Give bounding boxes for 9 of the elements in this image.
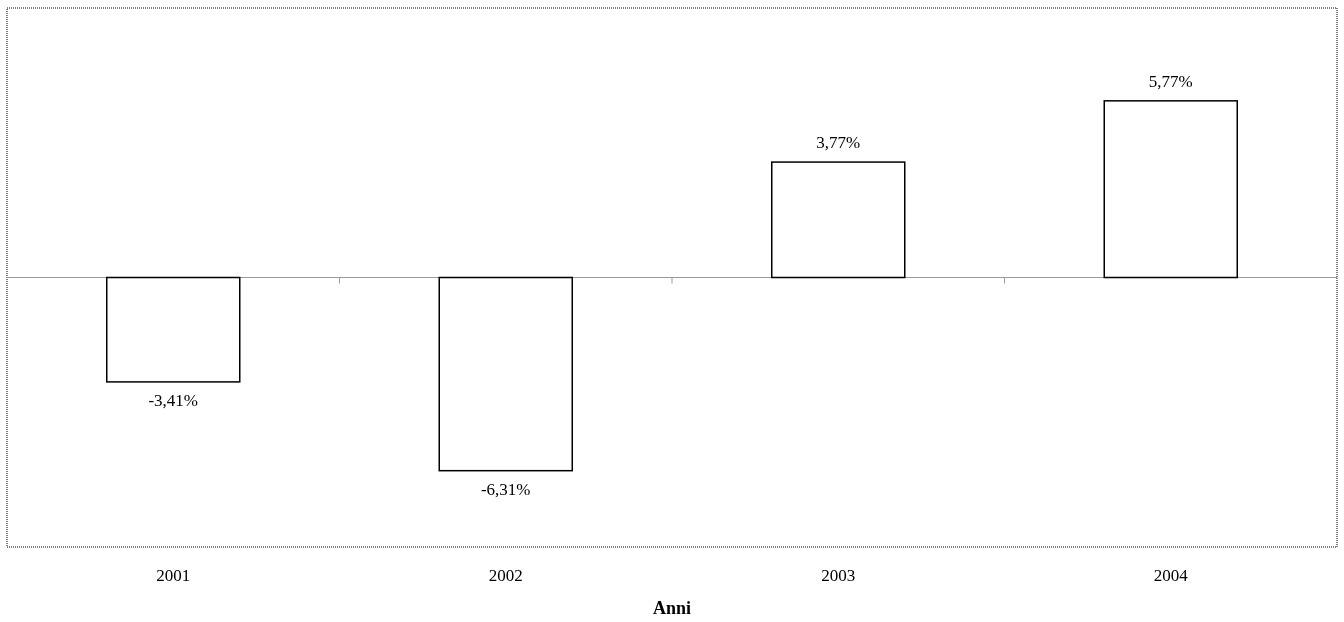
x-tick-label: 2002 [488,566,523,585]
x-tick-label: 2001 [156,566,191,585]
data-label: 5,77% [1148,71,1193,91]
data-label: 3,77% [816,133,861,153]
x-tick-label: 2004 [1153,566,1189,585]
x-tick-label: 2003 [821,566,856,585]
x-axis-title: Anni [652,598,692,618]
data-label: -6,31% [480,479,531,499]
data-label: -3,41% [148,390,199,410]
